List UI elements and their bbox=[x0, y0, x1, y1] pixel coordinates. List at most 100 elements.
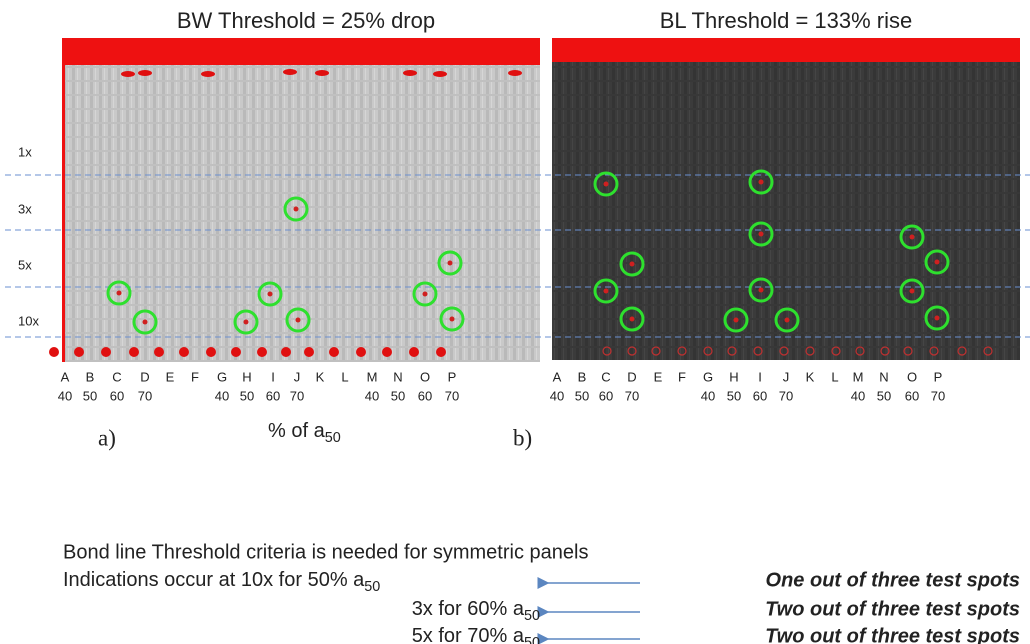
indication-circle bbox=[439, 306, 465, 332]
indication-circle bbox=[593, 278, 619, 304]
red-speck bbox=[403, 70, 417, 76]
column-percent: 60 bbox=[753, 388, 767, 403]
indication-dot bbox=[758, 287, 764, 293]
indication-dot bbox=[758, 179, 764, 185]
indication-circle bbox=[106, 280, 132, 306]
red-ring bbox=[703, 346, 713, 356]
indication-circle bbox=[748, 277, 774, 303]
indication-dot bbox=[447, 260, 453, 266]
row-label: 5x bbox=[18, 257, 32, 272]
column-percent: 60 bbox=[599, 388, 613, 403]
note-heading: Bond line Threshold criteria is needed f… bbox=[63, 541, 588, 563]
red-speck bbox=[283, 69, 297, 75]
indication-circle bbox=[924, 305, 950, 331]
indication-dot bbox=[909, 288, 915, 294]
red-spot bbox=[382, 347, 392, 357]
indication-dot bbox=[243, 319, 249, 325]
column-percent: 60 bbox=[110, 388, 124, 403]
red-spot bbox=[329, 347, 339, 357]
indication-circle bbox=[619, 251, 645, 277]
column-letter: F bbox=[678, 369, 686, 384]
red-speck bbox=[508, 70, 522, 76]
indication-dot bbox=[603, 288, 609, 294]
indication-dot bbox=[603, 181, 609, 187]
row-label: 10x bbox=[18, 313, 39, 328]
indication-dot bbox=[142, 319, 148, 325]
indication-dot bbox=[267, 291, 273, 297]
column-percent: 40 bbox=[851, 388, 865, 403]
column-percent: 40 bbox=[365, 388, 379, 403]
column-letter: M bbox=[367, 369, 378, 384]
red-speck bbox=[433, 71, 447, 77]
column-letter: D bbox=[627, 369, 636, 384]
column-percent: 40 bbox=[550, 388, 564, 403]
indication-dot bbox=[909, 234, 915, 240]
red-speck bbox=[201, 71, 215, 77]
note-line-main: Indications occur at 10x for 50% a bbox=[63, 569, 365, 591]
indication-dot bbox=[934, 315, 940, 321]
indication-dot bbox=[295, 317, 301, 323]
indication-circle bbox=[437, 250, 463, 276]
red-spot bbox=[281, 347, 291, 357]
column-letter: O bbox=[907, 369, 917, 384]
indication-circle bbox=[233, 309, 259, 335]
indication-dot bbox=[116, 290, 122, 296]
panel-title: BL Threshold = 133% rise bbox=[660, 8, 913, 33]
column-percent: 50 bbox=[391, 388, 405, 403]
column-letter: C bbox=[601, 369, 610, 384]
column-letter: E bbox=[654, 369, 663, 384]
row-label: 3x bbox=[18, 201, 32, 216]
red-spot bbox=[409, 347, 419, 357]
column-percent: 60 bbox=[418, 388, 432, 403]
note-result: One out of three test spots bbox=[766, 569, 1020, 591]
red-spot bbox=[154, 347, 164, 357]
red-spot bbox=[436, 347, 446, 357]
red-spot bbox=[129, 347, 139, 357]
indication-circle bbox=[924, 249, 950, 275]
indication-circle bbox=[132, 309, 158, 335]
column-letter: D bbox=[140, 369, 149, 384]
red-ring bbox=[880, 346, 890, 356]
column-percent: 40 bbox=[701, 388, 715, 403]
column-percent: 50 bbox=[877, 388, 891, 403]
red-spot bbox=[206, 347, 216, 357]
row-label: 1x bbox=[18, 144, 32, 159]
indication-circle bbox=[748, 221, 774, 247]
indication-dot bbox=[733, 317, 739, 323]
column-percent: 40 bbox=[58, 388, 72, 403]
column-letter: L bbox=[341, 369, 348, 384]
column-letter: A bbox=[61, 369, 70, 384]
note-line: 3x for 60% a50 bbox=[412, 598, 540, 624]
indication-circle bbox=[283, 196, 309, 222]
column-letter: H bbox=[242, 369, 251, 384]
column-letter: B bbox=[86, 369, 95, 384]
column-percent: 50 bbox=[575, 388, 589, 403]
column-letter: P bbox=[934, 369, 943, 384]
column-percent: 70 bbox=[290, 388, 304, 403]
red-ring bbox=[831, 346, 841, 356]
indication-dot bbox=[629, 261, 635, 267]
panel-title: BW Threshold = 25% drop bbox=[177, 8, 435, 33]
column-percent: 60 bbox=[905, 388, 919, 403]
indication-dot bbox=[422, 291, 428, 297]
axis-caption: % of a50 bbox=[268, 420, 341, 446]
red-ring bbox=[929, 346, 939, 356]
red-spot bbox=[231, 347, 241, 357]
column-percent: 60 bbox=[266, 388, 280, 403]
column-percent: 50 bbox=[727, 388, 741, 403]
column-letter: M bbox=[853, 369, 864, 384]
red-spot bbox=[49, 347, 59, 357]
column-percent: 40 bbox=[215, 388, 229, 403]
decorations bbox=[5, 69, 1030, 644]
note-line-main: 3x for 60% a bbox=[412, 598, 525, 620]
red-edge-a bbox=[62, 65, 65, 362]
column-percent: 50 bbox=[240, 388, 254, 403]
red-ring bbox=[651, 346, 661, 356]
column-percent: 50 bbox=[83, 388, 97, 403]
column-letter: J bbox=[783, 369, 790, 384]
note-line-sub: 50 bbox=[364, 579, 380, 595]
column-letter: G bbox=[703, 369, 713, 384]
red-band-a bbox=[62, 38, 540, 65]
note-line: Indications occur at 10x for 50% a50 bbox=[63, 569, 380, 595]
texts: BW Threshold = 25% drop a) BL Threshold = … bbox=[18, 8, 1020, 644]
